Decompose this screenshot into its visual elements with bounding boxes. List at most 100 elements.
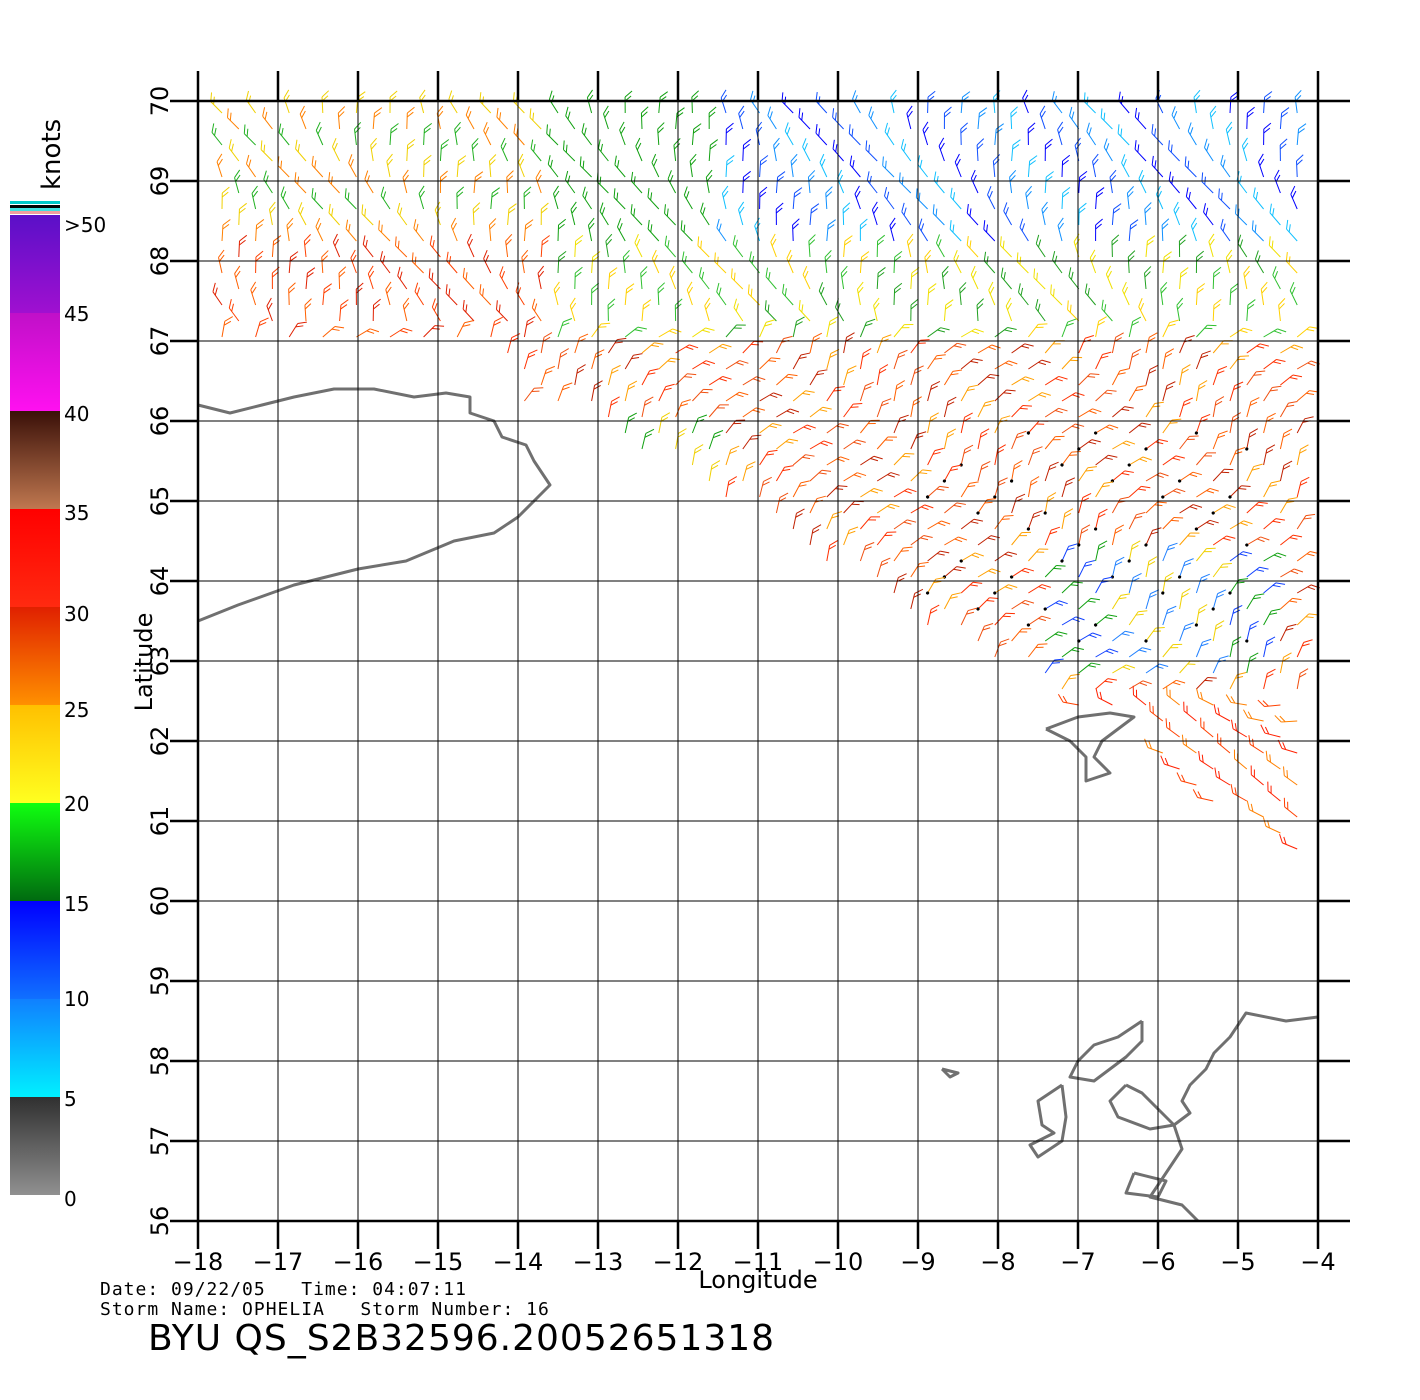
wind-barb (1196, 452, 1217, 466)
wind-barb (1061, 616, 1085, 626)
wind-barb (770, 233, 777, 258)
wind-barb (860, 419, 880, 434)
wind-barb (315, 121, 324, 146)
wind-barb (531, 298, 542, 322)
wind-barb (983, 220, 996, 242)
wind-barb (397, 202, 408, 226)
wind-barb (759, 155, 769, 178)
wind-barb (1296, 613, 1318, 626)
wind-barb (406, 106, 415, 130)
wind-barb (456, 320, 474, 338)
wind-barb (1211, 504, 1236, 515)
wind-barb (1028, 643, 1048, 658)
wind-barb (1257, 699, 1281, 707)
wind-barb (613, 188, 626, 210)
wind-barb (1253, 187, 1264, 210)
wind-barb (893, 546, 913, 562)
wind-barb (884, 187, 895, 210)
wind-barb (1061, 646, 1084, 658)
wind-barb (1176, 297, 1184, 322)
wind-barb (1028, 584, 1051, 594)
wind-barb (1161, 572, 1174, 595)
wind-barb (966, 203, 979, 226)
wind-barb (960, 607, 978, 626)
wind-barb (1128, 385, 1147, 402)
y-axis-label: Latitude (130, 613, 158, 712)
wind-barb (1009, 567, 1035, 579)
wind-barb (759, 449, 778, 466)
wind-barb (1044, 565, 1066, 578)
wind-barb (565, 170, 576, 194)
wind-barb (871, 201, 879, 226)
wind-barb (1179, 588, 1191, 610)
wind-barb (1112, 440, 1136, 450)
wind-barb (1128, 485, 1151, 498)
wind-barb (942, 464, 962, 483)
wind-barb (1162, 251, 1172, 274)
wind-barb (970, 169, 979, 194)
wind-barb (1069, 106, 1080, 130)
wind-barb (271, 235, 282, 258)
wind-barb (818, 282, 828, 306)
wind-barb (1263, 385, 1282, 402)
wind-barb (942, 566, 966, 579)
wind-barb (364, 170, 374, 194)
wind-barb (456, 155, 467, 178)
wind-barb (1279, 107, 1290, 130)
wind-barb (1230, 719, 1248, 738)
wind-barb (298, 202, 307, 226)
wind-barb (1134, 140, 1147, 162)
wind-barb (960, 122, 968, 146)
wind-barb (941, 265, 949, 290)
wind-barb (234, 169, 241, 194)
wind-barb (1095, 678, 1117, 690)
wind-barb (288, 251, 299, 274)
wind-barb (1208, 233, 1215, 258)
wind-barb (1112, 630, 1135, 642)
wind-barb (943, 592, 961, 610)
wind-barb (1192, 789, 1214, 802)
wind-barb (765, 267, 777, 290)
wind-barb (1101, 299, 1113, 322)
wind-barb (640, 106, 649, 130)
wind-barb (950, 187, 962, 210)
wind-barb (488, 154, 497, 178)
wind-barb (462, 300, 475, 322)
coastline-skye (1108, 1083, 1176, 1131)
wind-barb (664, 204, 676, 226)
wind-barb (597, 139, 609, 162)
wind-barb (245, 154, 257, 178)
wind-barb (825, 186, 833, 210)
wind-barb (949, 220, 962, 242)
wind-barb (1296, 123, 1307, 146)
wind-barb (910, 396, 922, 418)
wind-barb (1077, 524, 1091, 547)
wind-barb (1061, 356, 1083, 370)
wind-barb (1229, 551, 1253, 562)
wind-barb (1246, 370, 1266, 386)
wind-barb (708, 139, 719, 162)
wind-barb (1127, 250, 1136, 274)
wind-barb (832, 139, 844, 162)
wind-barb (876, 234, 886, 258)
wind-barb (843, 472, 867, 482)
wind-barb (591, 251, 601, 274)
wind-barb (328, 172, 340, 194)
wind-barb (378, 220, 391, 242)
wind-barb (355, 282, 364, 306)
wind-barb (832, 108, 844, 130)
wind-barb (977, 400, 995, 418)
wind-barb (1246, 800, 1264, 818)
wind-barb (512, 92, 525, 114)
wind-barb (603, 105, 610, 130)
wind-barb (1118, 91, 1130, 114)
wind-barb (1160, 755, 1180, 770)
wind-barb (910, 588, 924, 610)
wind-barb (1057, 693, 1079, 706)
wind-barb (1050, 284, 1063, 306)
wind-barb (1229, 355, 1250, 370)
wind-barb (1183, 701, 1197, 722)
wind-barb (1258, 153, 1265, 178)
wind-barb (479, 284, 492, 306)
wind-barb (1145, 589, 1160, 610)
